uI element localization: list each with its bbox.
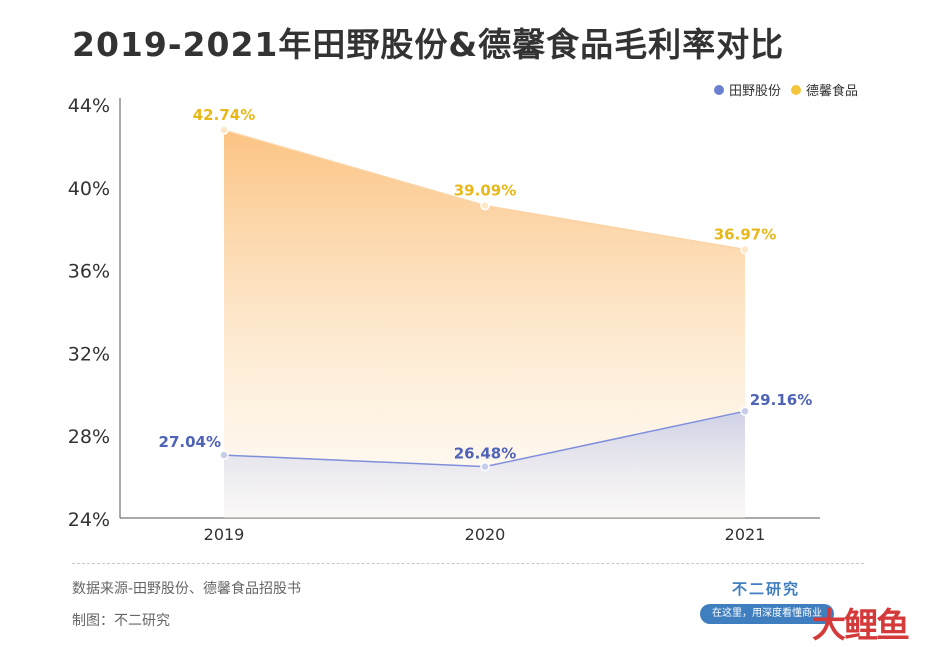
x-tick-label: 2020 [465,525,506,544]
brand-name: 不二研究 [731,580,800,598]
data-label-dexin: 39.09% [454,182,516,200]
chart-maker: 制图：不二研究 [72,613,170,629]
data-point-dexin [219,125,229,135]
data-point-dexin [740,244,750,255]
data-label-tianye: 27.04% [159,433,221,451]
area-chart: 24% 28% 32% 36% 40% 44% 2019 2020 2021 42.74% 39.… [68,95,820,544]
legend-dot-icon [790,84,801,95]
y-tick-label: 32% [68,343,110,365]
data-source: 数据来源-田野股份、德馨食品招股书 [72,581,302,597]
legend-dot-icon [713,84,724,95]
brand-slogan: 在这里，用深度看懂商业 [700,604,834,624]
area-dexin [224,130,745,518]
data-label-dexin: 42.74% [193,106,255,124]
y-tick-label: 36% [68,261,110,283]
data-point-dexin [480,200,490,211]
chart-title: 2019-2021年田野股份&德馨食品毛利率对比 [72,25,785,64]
data-point-tianye [219,450,229,460]
data-label-tianye: 29.16% [750,391,812,409]
area-tianye [224,411,745,518]
y-tick-label: 44% [68,95,110,117]
legend: 田野股份 德馨食品 [704,80,858,99]
data-point-tianye [480,461,490,472]
legend-item-tianye[interactable]: 田野股份 [713,80,781,99]
data-point-tianye [740,406,750,416]
legend-item-dexin[interactable]: 德馨食品 [790,80,858,99]
x-tick-label: 2019 [204,525,245,544]
data-label-tianye: 26.48% [454,445,516,463]
y-tick-label: 28% [68,426,110,448]
data-label-dexin: 36.97% [714,226,776,244]
legend-label: 田野股份 [728,84,781,99]
y-tick-label: 40% [68,178,110,200]
x-tick-label: 2021 [725,525,766,544]
footer-divider [72,563,864,564]
legend-label: 德馨食品 [805,84,858,99]
watermark-logo: 大鲤鱼 [812,606,910,646]
y-tick-label: 24% [68,509,110,531]
